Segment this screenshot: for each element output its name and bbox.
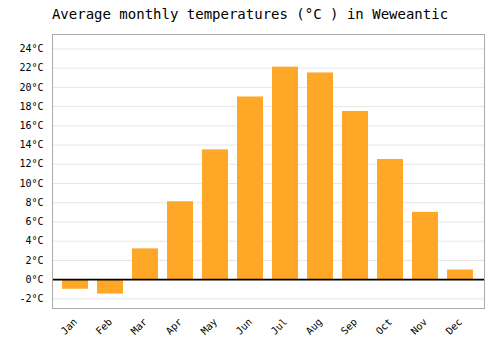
svg-text:10°C: 10°C (19, 178, 43, 189)
svg-text:14°C: 14°C (19, 139, 43, 150)
svg-text:16°C: 16°C (19, 120, 43, 131)
svg-text:Dec: Dec (444, 316, 465, 337)
svg-text:24°C: 24°C (19, 43, 43, 54)
svg-text:4°C: 4°C (25, 235, 43, 246)
svg-text:8°C: 8°C (25, 197, 43, 208)
svg-text:Feb: Feb (94, 316, 115, 337)
svg-text:May: May (199, 316, 220, 337)
svg-text:-2°C: -2°C (19, 293, 43, 304)
svg-text:2°C: 2°C (25, 255, 43, 266)
svg-text:Nov: Nov (409, 316, 430, 337)
svg-text:12°C: 12°C (19, 158, 43, 169)
svg-text:Jan: Jan (59, 316, 80, 337)
svg-text:20°C: 20°C (19, 82, 43, 93)
svg-text:Sep: Sep (339, 316, 360, 337)
svg-text:Mar: Mar (129, 316, 150, 337)
svg-text:Aug: Aug (304, 316, 325, 337)
html-text:Average monthly temperatures (: Average monthly temperatures (°C ) in We… (51, 6, 449, 22)
svg-text:Apr: Apr (164, 316, 185, 337)
svg-text:Jul: Jul (269, 316, 290, 337)
svg-text:18°C: 18°C (19, 101, 43, 112)
svg-text:6°C: 6°C (25, 216, 43, 227)
svg-text:22°C: 22°C (19, 62, 43, 73)
svg-text:Jun: Jun (234, 316, 255, 337)
svg-text:0°C: 0°C (25, 274, 43, 285)
svg-text:Oct: Oct (374, 316, 395, 337)
